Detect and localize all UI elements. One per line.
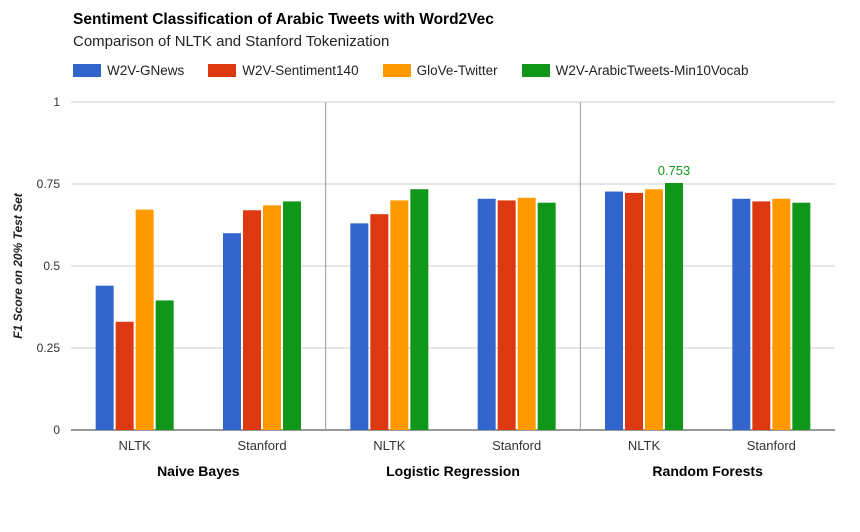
x-group-label: Naive Bayes [157, 463, 240, 479]
bar-w2v-sentiment140[interactable] [625, 192, 643, 430]
bar-w2v-gnews[interactable] [350, 223, 369, 430]
bar-glove-twitter[interactable] [517, 197, 536, 430]
bar-w2v-sentiment140[interactable] [243, 210, 261, 430]
bar-w2v-gnews[interactable] [477, 198, 496, 430]
bar-glove-twitter[interactable] [645, 189, 663, 430]
bar-w2v-gnews[interactable] [95, 285, 114, 430]
y-axis-title: F1 Score on 20% Test Set [11, 192, 25, 339]
x-group-label: Random Forests [652, 463, 763, 479]
y-tick-label: 0 [53, 423, 60, 437]
x-group-label: Logistic Regression [386, 463, 520, 479]
legend-label-w2v-gnews: W2V-GNews [107, 63, 185, 78]
bar-glove-twitter[interactable] [263, 205, 281, 430]
bar-w2v-gnews[interactable] [605, 191, 623, 430]
bar-w2v-gnews[interactable] [732, 198, 751, 430]
legend-swatch-w2v-arabictweets [521, 64, 550, 77]
x-tick-label: NLTK [373, 438, 406, 453]
bar-w2v-sentiment140[interactable] [752, 201, 771, 430]
x-tick-label: NLTK [119, 438, 152, 453]
legend-label-w2v-sentiment140: W2V-Sentiment140 [242, 63, 359, 78]
legend-item-w2v-sentiment140[interactable]: W2V-Sentiment140 [208, 63, 359, 78]
x-tick-label: Stanford [237, 438, 286, 453]
chart-title: Sentiment Classification of Arabic Tweet… [73, 11, 494, 28]
legend-label-glove-twitter: GloVe-Twitter [416, 63, 498, 78]
bar-w2v-arabictweets-min10vocab[interactable] [537, 202, 556, 430]
bar-glove-twitter[interactable] [772, 198, 791, 430]
bar-w2v-sentiment140[interactable] [370, 214, 389, 430]
y-tick-label: 0.75 [37, 177, 61, 191]
x-tick-label: Stanford [492, 438, 541, 453]
bar-glove-twitter[interactable] [135, 209, 154, 430]
legend-label-w2v-arabictweets: W2V-ArabicTweets-Min10Vocab [555, 63, 749, 78]
bar-w2v-gnews[interactable] [223, 233, 241, 430]
x-tick-label: NLTK [628, 438, 661, 453]
y-tick-label: 0.25 [37, 341, 61, 355]
legend-item-w2v-gnews[interactable]: W2V-GNews [73, 63, 184, 78]
bar-glove-twitter[interactable] [390, 200, 409, 430]
legend-swatch-w2v-sentiment140 [208, 64, 237, 77]
legend: W2V-GNews W2V-Sentiment140 GloVe-Twitter… [73, 63, 772, 78]
bar-w2v-arabictweets-min10vocab[interactable] [283, 201, 301, 430]
y-tick-label: 1 [53, 95, 60, 109]
bar-w2v-arabictweets-min10vocab[interactable] [792, 202, 811, 430]
data-label: 0.753 [658, 163, 691, 178]
bar-w2v-arabictweets-min10vocab[interactable] [410, 189, 429, 430]
y-tick-label: 0.5 [43, 259, 60, 273]
legend-item-glove-twitter[interactable]: GloVe-Twitter [382, 63, 498, 78]
bar-w2v-sentiment140[interactable] [497, 200, 516, 430]
bar-w2v-arabictweets-min10vocab[interactable] [665, 183, 683, 430]
legend-swatch-w2v-gnews [73, 64, 101, 77]
x-tick-label: Stanford [747, 438, 796, 453]
legend-item-w2v-arabictweets[interactable]: W2V-ArabicTweets-Min10Vocab [521, 63, 749, 78]
legend-swatch-glove-twitter [382, 64, 411, 77]
chart-subtitle: Comparison of NLTK and Stanford Tokeniza… [73, 33, 390, 50]
bar-w2v-sentiment140[interactable] [115, 321, 134, 430]
bar-w2v-arabictweets-min10vocab[interactable] [155, 300, 174, 430]
